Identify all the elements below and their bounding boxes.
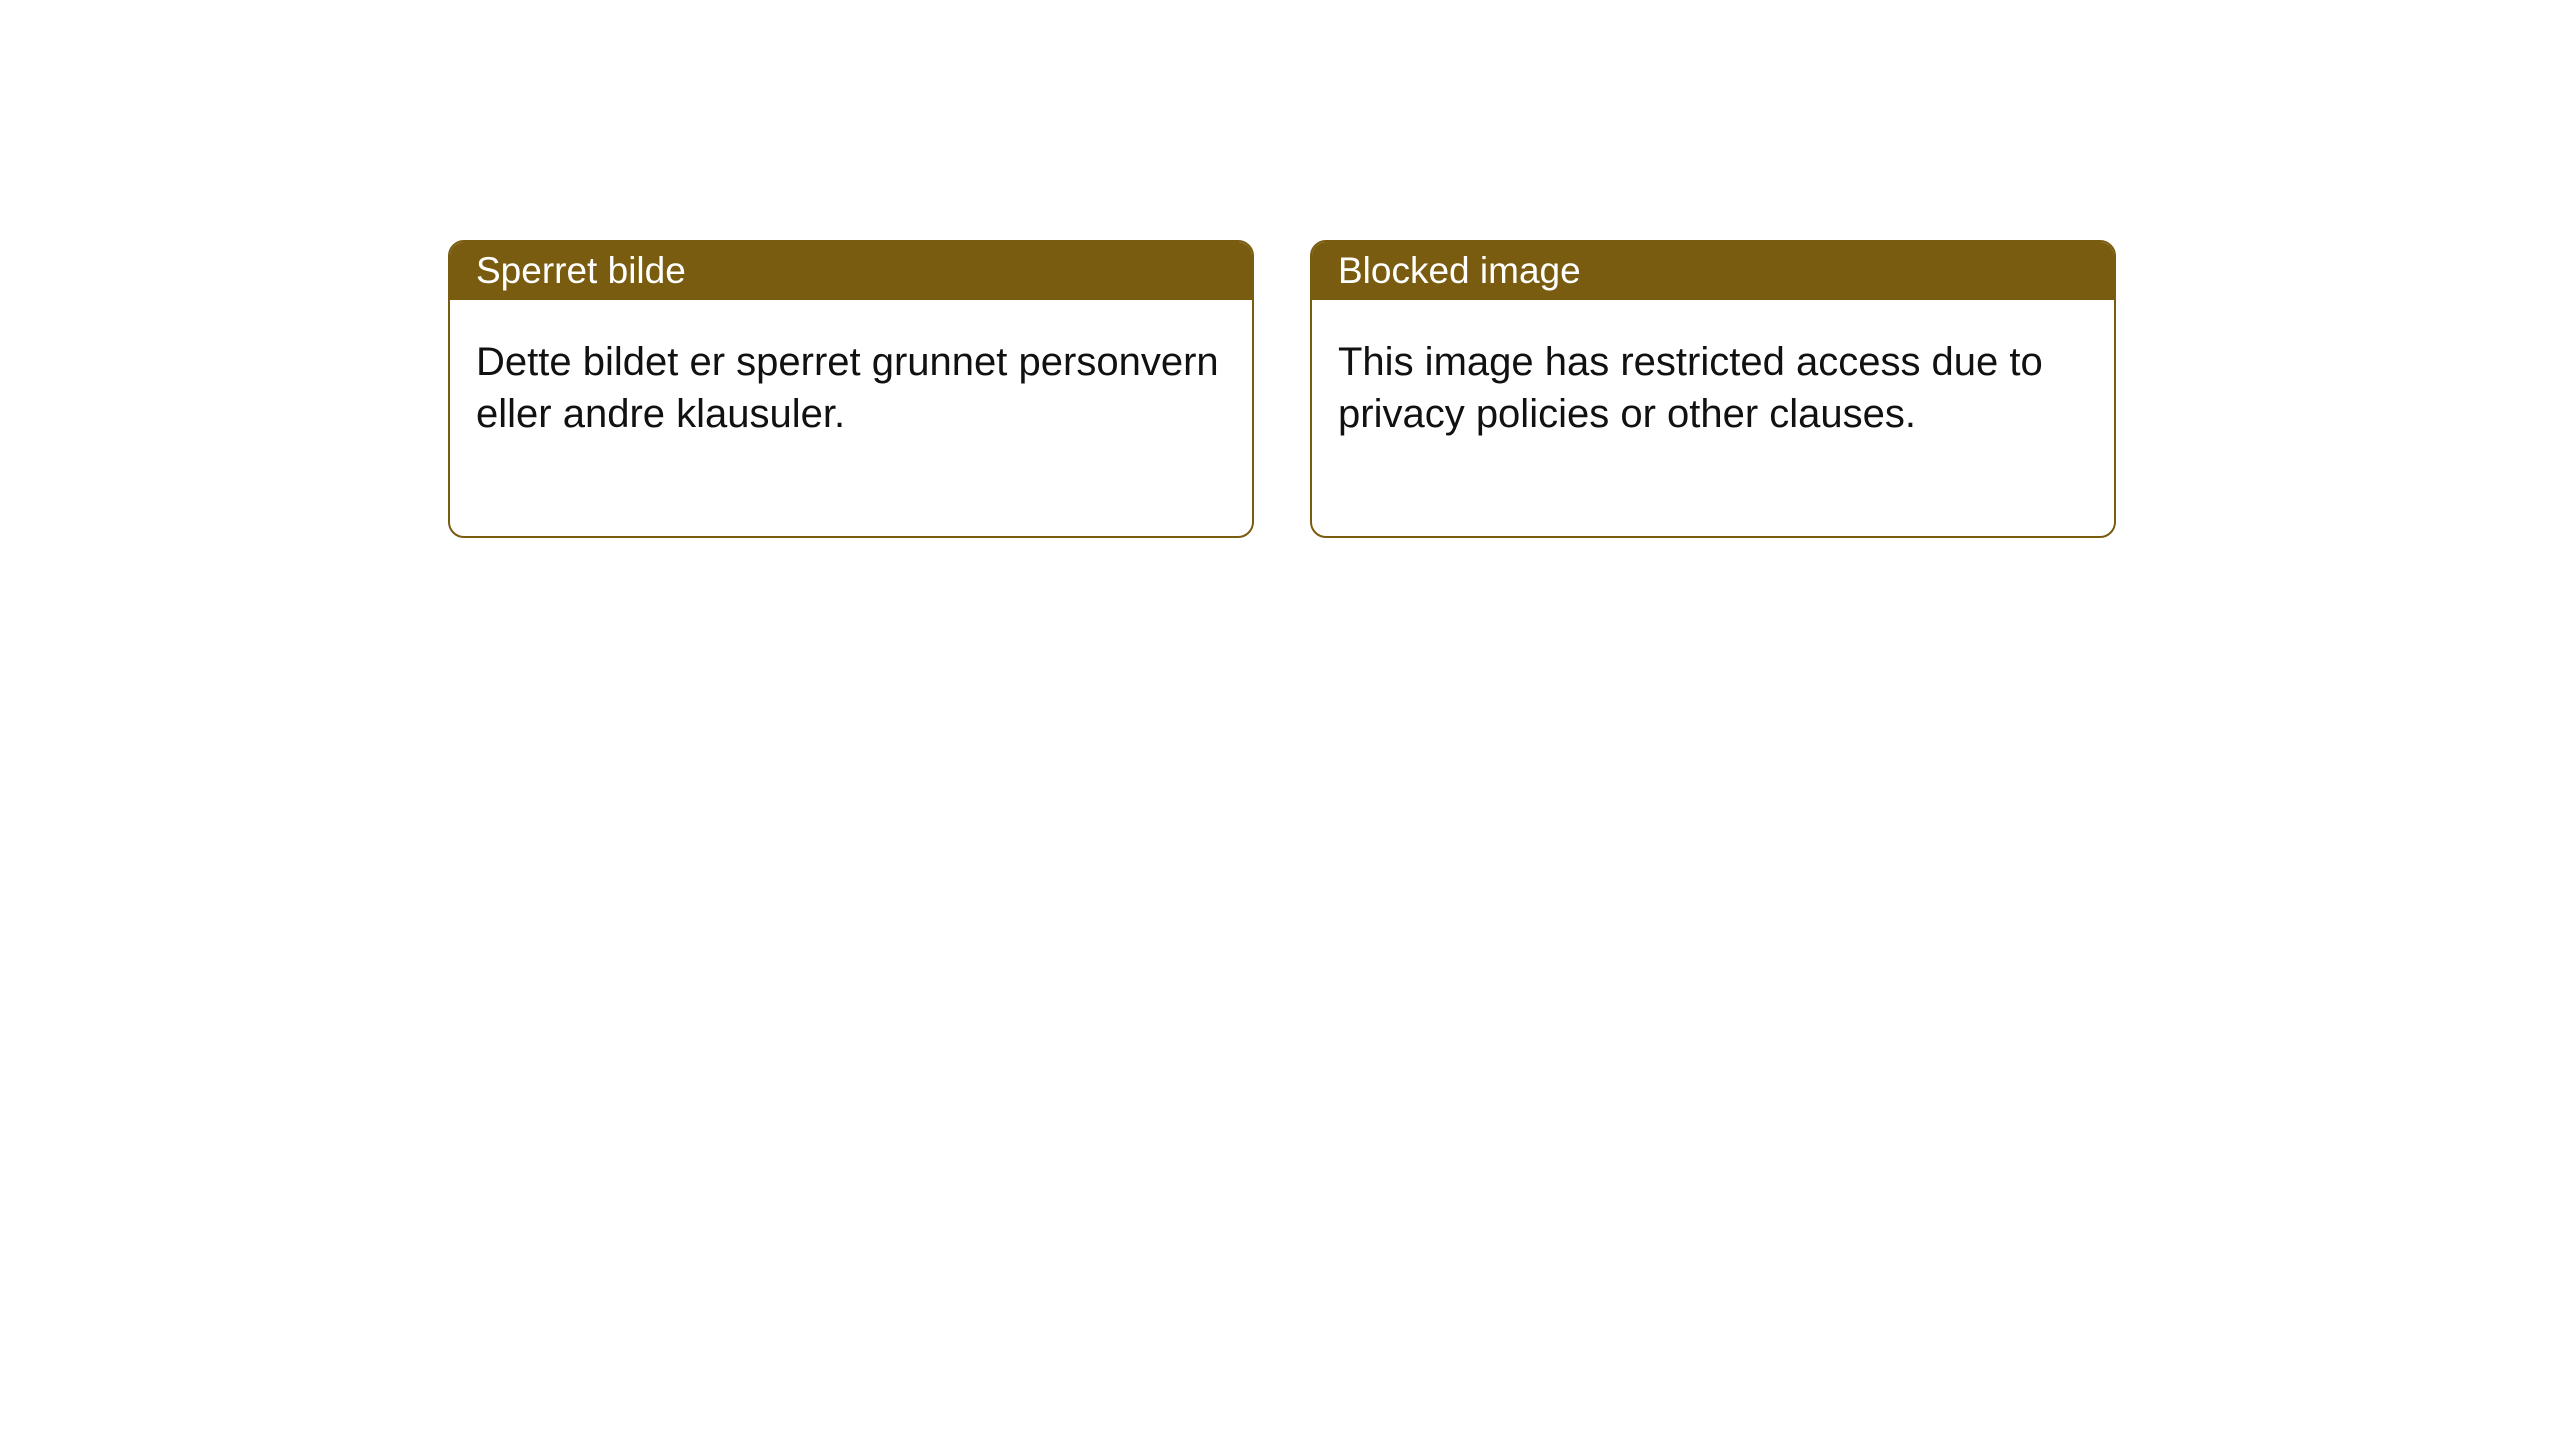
card-header-norwegian: Sperret bilde xyxy=(450,242,1252,300)
card-header-english: Blocked image xyxy=(1312,242,2114,300)
card-body-english: This image has restricted access due to … xyxy=(1312,300,2114,536)
card-norwegian: Sperret bilde Dette bildet er sperret gr… xyxy=(448,240,1254,538)
cards-container: Sperret bilde Dette bildet er sperret gr… xyxy=(0,0,2560,538)
card-body-norwegian: Dette bildet er sperret grunnet personve… xyxy=(450,300,1252,536)
card-english: Blocked image This image has restricted … xyxy=(1310,240,2116,538)
